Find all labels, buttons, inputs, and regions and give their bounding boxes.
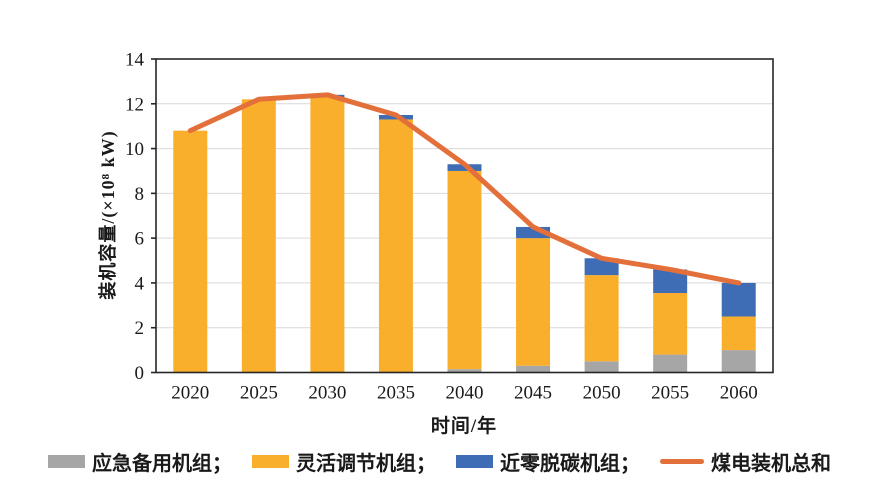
legend-label: 近零脱碳机组； xyxy=(500,453,640,475)
bar-segment-2055 xyxy=(653,269,688,294)
bar-segment-2045 xyxy=(516,238,551,366)
legend-label: 煤电装机总和 xyxy=(711,453,831,475)
bar-segment-2055 xyxy=(653,354,688,373)
y-tick-label: 6 xyxy=(135,229,145,250)
x-tick-label: 2035 xyxy=(377,383,415,404)
x-axis-title: 时间/年 xyxy=(430,416,498,437)
bar-segment-2030 xyxy=(310,97,345,373)
y-axis-title: 装机容量/(×10⁸ kW) xyxy=(98,130,118,300)
gray-square-swatch-icon xyxy=(48,455,85,468)
bar-segment-2055 xyxy=(653,293,688,355)
x-tick-label: 2020 xyxy=(171,383,209,404)
x-tick-label: 2025 xyxy=(240,383,278,404)
bar-segment-2050 xyxy=(584,275,619,362)
x-tick-label: 2050 xyxy=(583,383,621,404)
bar-segment-2040 xyxy=(447,170,482,370)
chart-legend: 应急备用机组； 灵活调节机组； 近零脱碳机组； 煤电装机总和 xyxy=(0,447,879,476)
bar-segment-2060 xyxy=(721,316,756,351)
y-tick-label: 4 xyxy=(135,273,145,294)
bar-segment-2060 xyxy=(721,282,756,317)
y-tick-label: 8 xyxy=(135,184,145,205)
y-tick-label: 10 xyxy=(125,139,144,160)
bar-segment-2040 xyxy=(447,369,482,373)
orange-line-swatch-icon xyxy=(660,459,704,464)
plot-border xyxy=(155,58,774,374)
bar-segment-2060 xyxy=(721,350,756,373)
legend-item-flexible-regulation: 灵活调节机组； xyxy=(252,447,436,476)
x-tick-label: 2045 xyxy=(514,383,552,404)
x-tick-label: 2055 xyxy=(651,383,689,404)
total-capacity-line xyxy=(187,92,742,286)
y-tick-label: 12 xyxy=(125,94,144,115)
bar-segment-2045 xyxy=(516,226,551,239)
orange-square-swatch-icon xyxy=(252,455,289,468)
bar-segment-2035 xyxy=(378,119,413,373)
x-tick-label: 2030 xyxy=(308,383,346,404)
legend-item-near-zero-decarb: 近零脱碳机组； xyxy=(456,447,640,476)
x-tick-label: 2040 xyxy=(446,383,484,404)
legend-item-emergency-backup: 应急备用机组； xyxy=(48,447,232,476)
y-tick-label: 14 xyxy=(125,50,145,71)
bar-segment-2020 xyxy=(173,130,208,373)
bar-segment-2050 xyxy=(584,361,619,373)
x-tick-label: 2060 xyxy=(720,383,758,404)
legend-item-coal-total: 煤电装机总和 xyxy=(660,447,831,476)
blue-square-swatch-icon xyxy=(456,455,493,468)
y-tick-label: 0 xyxy=(135,363,145,384)
bar-segment-2025 xyxy=(241,99,276,373)
legend-label: 应急备用机组； xyxy=(92,453,232,475)
y-tick-label: 2 xyxy=(135,318,145,339)
bar-segment-2045 xyxy=(516,365,551,373)
legend-label: 灵活调节机组； xyxy=(296,453,436,475)
bar-segment-2050 xyxy=(584,258,619,276)
